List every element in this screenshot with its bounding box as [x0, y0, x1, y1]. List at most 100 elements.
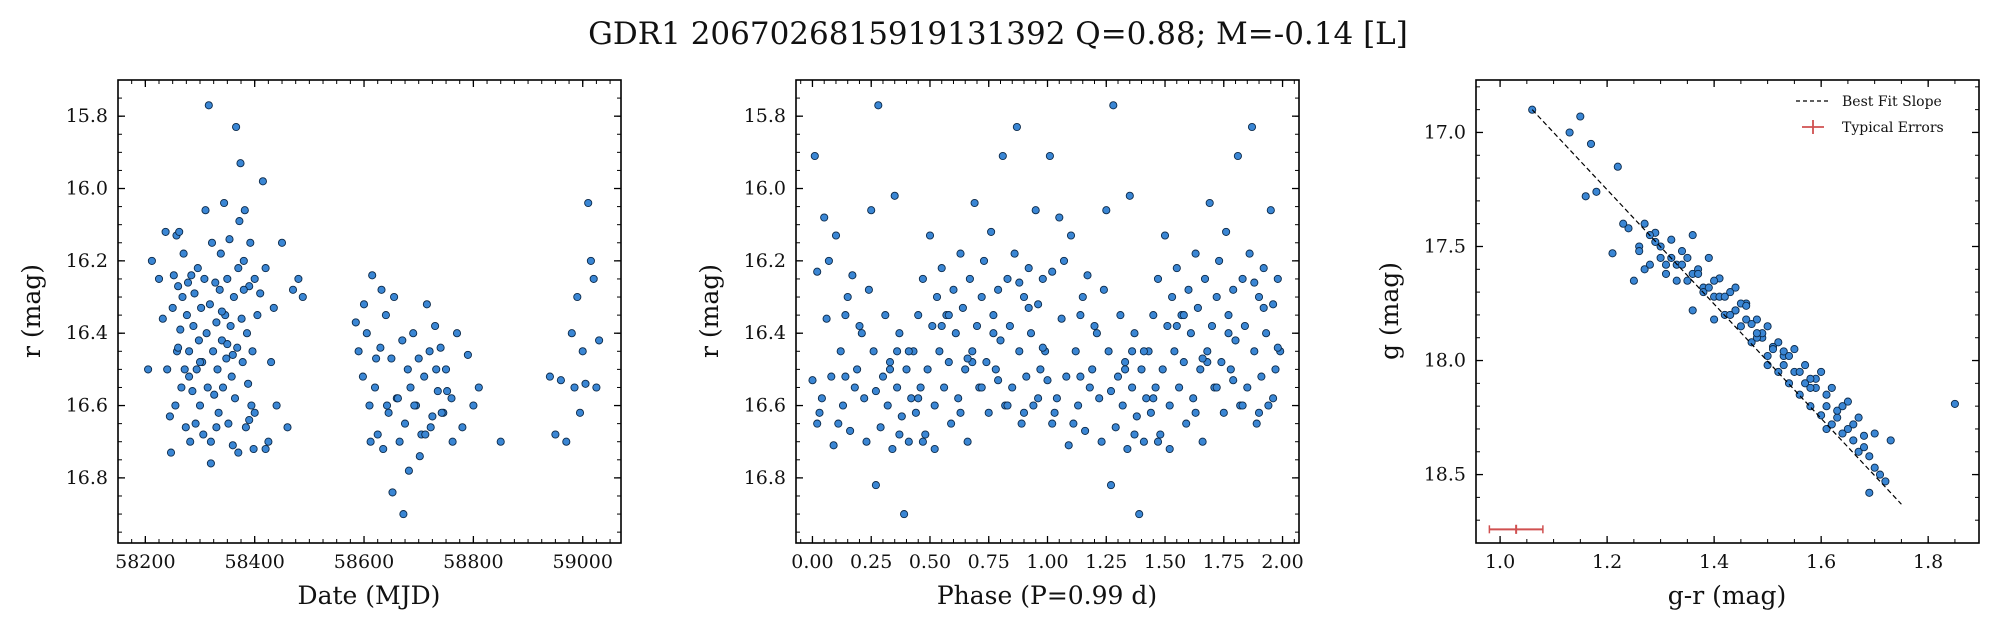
data-point: [1238, 274, 1247, 283]
data-point: [1172, 264, 1181, 273]
data-point: [1233, 151, 1242, 161]
data-point: [1827, 420, 1836, 429]
data-point: [1264, 401, 1273, 410]
data-point: [841, 311, 850, 320]
y-tick-label: 15.8: [744, 105, 786, 127]
data-point: [815, 408, 824, 417]
data-point: [1795, 367, 1804, 376]
data-point: [1747, 338, 1756, 347]
data-point: [810, 151, 819, 161]
data-point: [193, 264, 202, 273]
data-point: [185, 372, 194, 381]
x-tick-label: 58600: [334, 551, 394, 573]
data-point: [1608, 249, 1617, 258]
data-point: [388, 488, 397, 497]
data-point: [836, 347, 845, 356]
data-point: [829, 441, 838, 450]
data-point: [223, 274, 232, 283]
data-point: [217, 336, 226, 345]
data-point: [586, 256, 595, 265]
data-point: [393, 394, 402, 403]
data-point: [283, 423, 292, 432]
data-point: [1205, 198, 1214, 208]
data-point: [223, 340, 232, 349]
data-point: [1252, 419, 1261, 428]
data-point: [177, 383, 186, 392]
data-point: [1779, 361, 1788, 370]
data-point: [1774, 367, 1783, 376]
data-point: [1198, 437, 1207, 446]
data-point: [944, 311, 953, 320]
data-point: [201, 206, 210, 215]
data-point: [1854, 413, 1863, 422]
x-tick-label: 1.50: [1144, 551, 1186, 573]
data-point: [989, 311, 998, 320]
data-point: [848, 271, 857, 280]
data-point: [1083, 271, 1092, 280]
data-point: [1661, 260, 1671, 269]
data-point: [573, 292, 582, 302]
data-point: [256, 289, 265, 298]
panel-phase: 0.00 0.25 0.50 0.75 1.00 1.25 1.50 1.75 2.00 15.8…: [695, 79, 1304, 610]
data-point: [1231, 336, 1240, 345]
data-point: [1172, 321, 1181, 331]
data-point: [575, 408, 585, 417]
data-point: [1694, 269, 1703, 278]
data-point: [239, 256, 248, 265]
data-point: [885, 365, 895, 374]
data-point: [1069, 419, 1078, 428]
data-point: [1849, 436, 1858, 445]
x-tick-label: 1.25: [1085, 551, 1127, 573]
x-tick-label: 1.4: [1699, 551, 1729, 573]
data-point: [1008, 383, 1017, 392]
x-tick-label: 0.50: [909, 551, 951, 573]
data-point: [979, 256, 989, 265]
data-point: [144, 365, 153, 374]
data-point: [982, 358, 991, 367]
panel-lightcurve-points: [144, 101, 604, 519]
data-point: [1165, 401, 1174, 410]
data-point: [1142, 394, 1151, 403]
data-point: [841, 372, 850, 381]
data-point: [181, 423, 190, 432]
data-point: [1153, 274, 1163, 283]
data-point: [428, 412, 437, 421]
data-point: [169, 271, 178, 280]
data-point: [1843, 424, 1852, 434]
data-point: [1160, 231, 1170, 240]
data-point: [1822, 390, 1831, 399]
data-point: [376, 343, 385, 352]
data-point: [1019, 292, 1029, 302]
data-point: [225, 235, 234, 244]
data-point: [1097, 437, 1106, 446]
y-tick-label: 15.8: [66, 105, 108, 127]
data-point: [197, 303, 206, 312]
data-point: [808, 376, 817, 385]
data-point: [930, 401, 939, 410]
panel-lightcurve-ylabel: r (mag): [17, 264, 46, 358]
data-point: [1635, 247, 1644, 256]
data-point: [1838, 402, 1847, 411]
data-point: [918, 437, 927, 446]
data-point: [1179, 311, 1188, 320]
legend-error-swatch: [1802, 120, 1824, 134]
data-point: [185, 347, 194, 356]
data-point: [213, 365, 222, 374]
data-point: [1269, 300, 1278, 309]
x-tick-label: 58200: [115, 551, 175, 573]
data-point: [996, 336, 1005, 345]
panel-lightcurve: 58200 58400 58600 58800 59000 15.8 16.0 16.2 16.…: [17, 79, 622, 610]
data-point: [1720, 292, 1729, 301]
data-point: [822, 314, 831, 323]
data-point: [1090, 321, 1099, 331]
data-point: [398, 336, 407, 345]
data-point: [1207, 321, 1217, 331]
data-point: [269, 303, 278, 312]
data-point: [545, 372, 554, 381]
data-point: [1238, 401, 1247, 410]
data-point: [860, 394, 869, 403]
data-point: [914, 311, 923, 320]
data-point: [220, 198, 229, 208]
data-point: [1790, 345, 1799, 354]
data-point: [253, 311, 262, 320]
